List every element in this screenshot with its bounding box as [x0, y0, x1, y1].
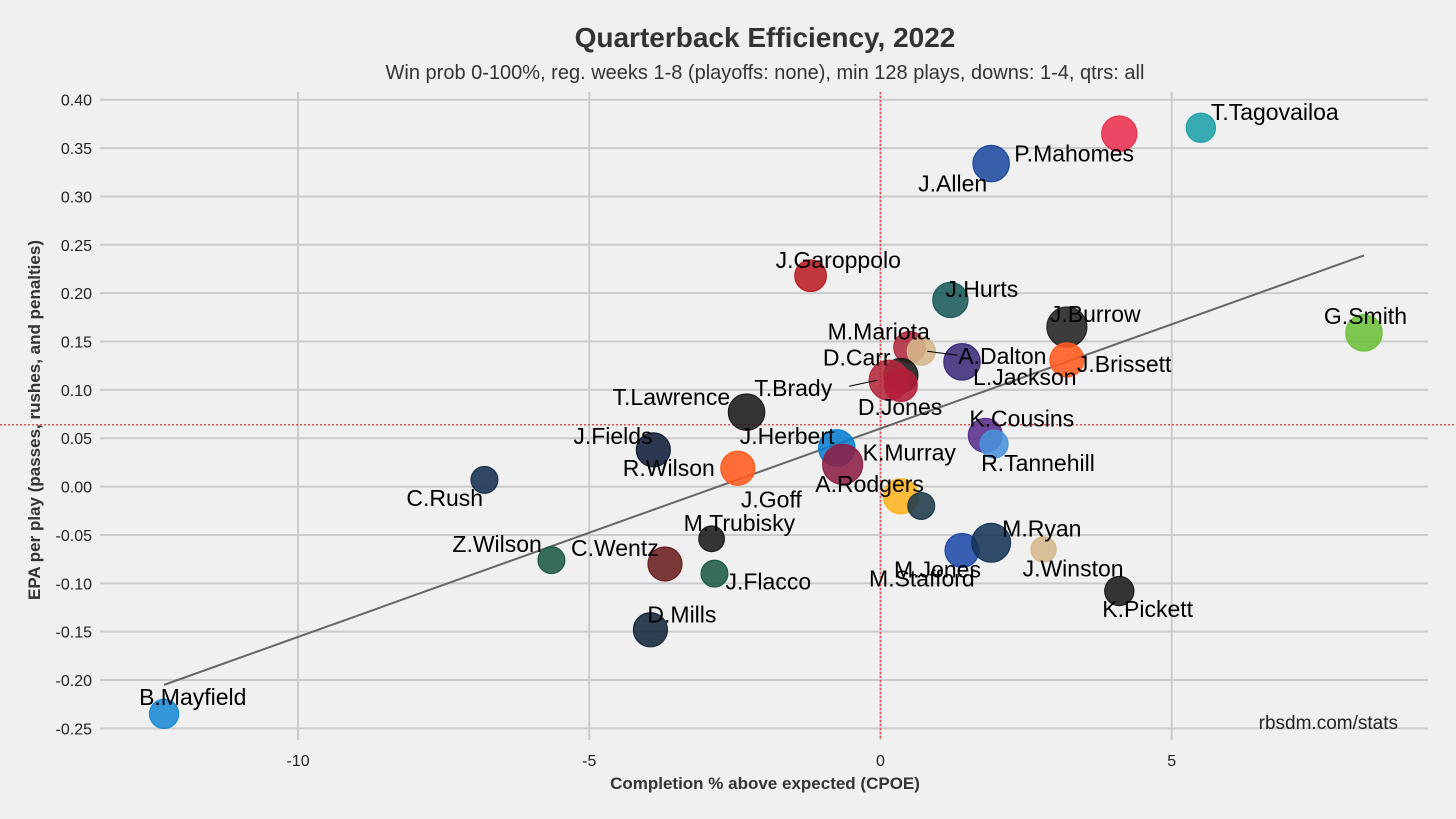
- point-p-mahomes: [1101, 115, 1138, 152]
- y-tick-label: -0.10: [56, 576, 93, 593]
- y-tick-label: -0.25: [56, 721, 93, 738]
- point-m-trubisky: [698, 525, 725, 553]
- point-k-pickett: [1104, 575, 1135, 607]
- point-r-wilson: [720, 450, 756, 486]
- label-z-wilson: Z.Wilson: [452, 531, 541, 557]
- label-j-brissett: J.Brissett: [1077, 351, 1172, 377]
- trend-line: [163, 254, 1365, 686]
- tick-labels: 0.40 0.35 0.30 0.25 0.20 0.15 0.10 0.05 0.00 -0.0…: [56, 93, 1177, 770]
- label-k-cousins: K.Cousins: [969, 405, 1074, 431]
- point-r-tannehill: [979, 429, 1009, 459]
- label-d-carr: D.Carr: [823, 344, 891, 370]
- label-d-jones: D.Jones: [858, 394, 942, 420]
- label-j-winston: J.Winston: [1023, 555, 1124, 581]
- label-l-jackson: L.Jackson: [973, 364, 1077, 390]
- point-j-hurts: [932, 281, 969, 319]
- dalton-label-leader: [927, 350, 958, 356]
- point-j-winston: [1030, 536, 1057, 563]
- point-c-rush: [470, 465, 499, 494]
- x-tick-label: 5: [1167, 753, 1176, 770]
- point-t-tagovailoa: [1185, 112, 1217, 143]
- label-c-rush: C.Rush: [406, 485, 483, 511]
- y-tick-label: 0.10: [61, 383, 92, 400]
- label-r-wilson: R.Wilson: [623, 455, 715, 481]
- point-a-rodgers: [907, 491, 936, 520]
- x-tick-label: -5: [582, 753, 596, 770]
- y-tick-label: -0.05: [56, 528, 93, 545]
- x-tick-label: -10: [286, 753, 309, 770]
- label-j-burrow: J.Burrow: [1050, 301, 1141, 327]
- y-tick-label: 0.00: [61, 480, 92, 497]
- point-c-wentz: [647, 546, 683, 582]
- point-j-brissett: [1049, 342, 1085, 378]
- label-a-rodgers: A.Rodgers: [815, 471, 924, 497]
- y-tick-label: 0.05: [61, 431, 92, 448]
- label-g-smith: G.Smith: [1324, 303, 1407, 329]
- y-axis-title: EPA per play (passes, rushes, and penalt…: [25, 240, 44, 600]
- x-axis-title: Completion % above expected (CPOE): [610, 774, 920, 793]
- label-j-allen: J.Allen: [918, 171, 987, 197]
- point-m-ryan: [971, 522, 1012, 563]
- label-p-mahomes: P.Mahomes: [1014, 141, 1134, 167]
- point-t-lawrence: [727, 393, 766, 431]
- label-m-trubisky: M.Trubisky: [684, 510, 796, 536]
- y-tick-label: 0.25: [61, 238, 92, 255]
- point-labels: T.Tagovailoa P.Mahomes J.Allen J.Garoppolo J…: [139, 99, 1407, 710]
- brady-label-leader: [849, 379, 878, 387]
- y-tick-label: 0.40: [61, 93, 92, 110]
- y-tick-label: 0.15: [61, 335, 92, 352]
- label-c-wentz: C.Wentz: [571, 535, 659, 561]
- chart-title: Quarterback Efficiency, 2022: [575, 22, 956, 53]
- label-d-mills: D.Mills: [647, 602, 716, 628]
- point-k-murray: [822, 443, 864, 485]
- y-tick-label: -0.20: [56, 673, 93, 690]
- point-d-jones: [883, 368, 918, 403]
- y-tick-label: 0.20: [61, 286, 92, 303]
- point-g-smith: [1345, 314, 1383, 352]
- label-b-mayfield: B.Mayfield: [139, 684, 246, 710]
- point-j-allen: [972, 144, 1010, 183]
- reference-lines: [0, 92, 1456, 740]
- point-l-jackson: [943, 343, 981, 381]
- label-j-goff: J.Goff: [741, 486, 803, 512]
- label-t-brady: T.Brady: [754, 375, 832, 401]
- chart-subtitle: Win prob 0-100%, reg. weeks 1-8 (playoff…: [386, 62, 1145, 84]
- label-t-tagovailoa: T.Tagovailoa: [1211, 99, 1339, 125]
- label-k-pickett: K.Pickett: [1102, 596, 1193, 622]
- label-m-stafford: M.Stafford: [869, 565, 975, 591]
- label-k-murray: K.Murray: [863, 439, 957, 465]
- trend-line-group: [163, 254, 1365, 686]
- point-z-wilson: [537, 546, 566, 575]
- x-tick-label: 0: [876, 753, 885, 770]
- y-tick-label: 0.35: [61, 141, 92, 158]
- point-d-mills: [632, 612, 669, 648]
- label-r-tannehill: R.Tannehill: [981, 450, 1095, 476]
- grid-lines: [100, 92, 1428, 740]
- label-m-jones: M.Jones: [894, 556, 981, 582]
- label-j-fields: J.Fields: [573, 423, 652, 449]
- label-m-ryan: M.Ryan: [1002, 516, 1081, 542]
- label-j-hurts: J.Hurts: [945, 276, 1018, 302]
- label-m-mariota: M.Mariota: [828, 318, 930, 344]
- label-t-lawrence: T.Lawrence: [613, 384, 731, 410]
- y-tick-label: 0.30: [61, 189, 92, 206]
- source-caption: rbsdm.com/stats: [1259, 713, 1398, 734]
- point-j-garoppolo: [794, 259, 827, 293]
- label-j-garoppolo: J.Garoppolo: [776, 247, 901, 273]
- data-points: [148, 112, 1383, 730]
- y-tick-label: -0.15: [56, 625, 93, 642]
- label-a-dalton: A.Dalton: [958, 343, 1046, 369]
- label-j-flacco: J.Flacco: [725, 569, 811, 595]
- point-b-mayfield: [148, 698, 180, 730]
- point-j-flacco: [700, 559, 729, 588]
- point-j-fields: [635, 432, 671, 468]
- point-a-dalton: [906, 336, 936, 366]
- label-j-herbert: J.Herbert: [740, 423, 835, 449]
